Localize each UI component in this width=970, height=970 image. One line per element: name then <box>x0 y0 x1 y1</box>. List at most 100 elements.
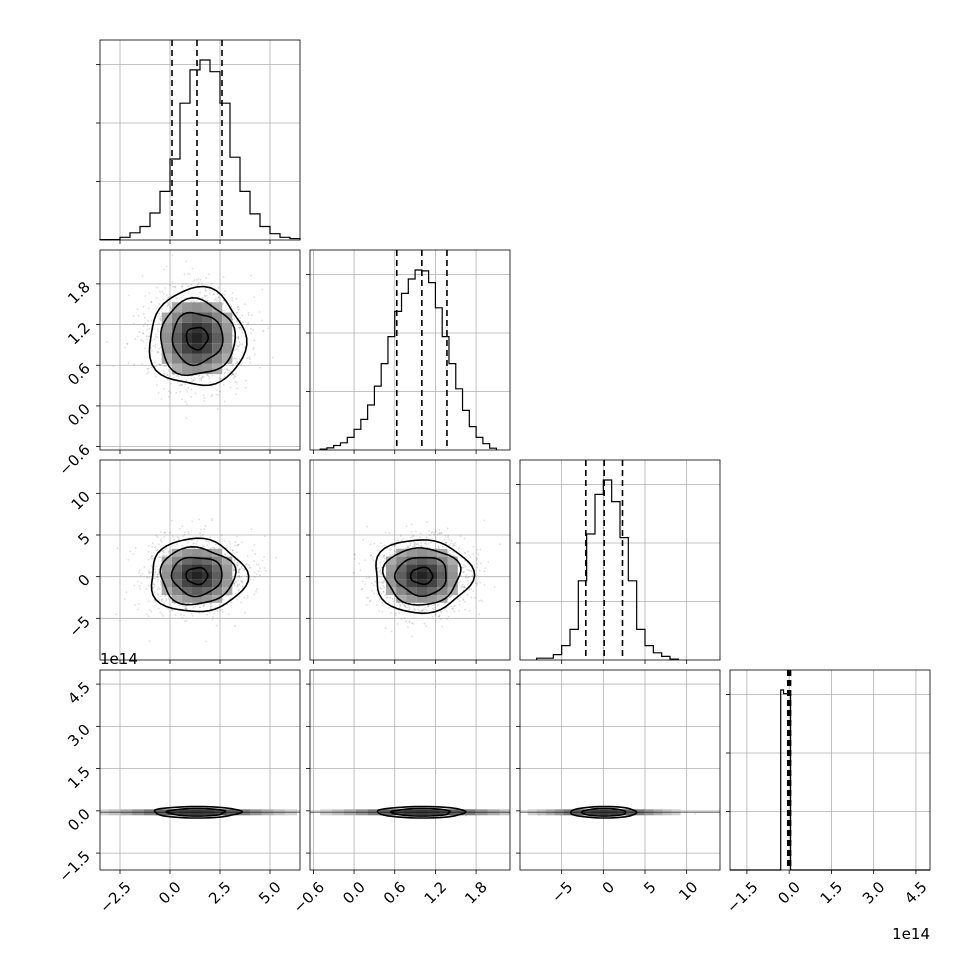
scatter-point <box>251 549 254 552</box>
scatter-point <box>193 279 196 281</box>
scatter-point <box>238 568 241 570</box>
density-cell <box>202 333 213 344</box>
scatter-point <box>157 592 159 595</box>
scatter-point <box>160 540 163 543</box>
scatter-point <box>211 605 214 607</box>
scatter-point <box>156 580 159 583</box>
scatter-point <box>443 538 446 541</box>
scatter-point <box>361 588 364 590</box>
scatter-point <box>414 608 417 611</box>
scatter-point <box>369 554 372 557</box>
scatter-point <box>237 575 240 578</box>
scatter-point <box>162 545 165 547</box>
scatter-point <box>447 534 449 537</box>
scatter-point <box>147 615 150 618</box>
scatter-point <box>197 278 200 280</box>
scatter-point <box>410 531 413 533</box>
scatter-point <box>232 363 235 366</box>
scatter-point <box>452 543 455 545</box>
scatter-point <box>470 569 472 572</box>
scatter-point <box>445 610 448 613</box>
x-tick-label: −5 <box>548 878 576 906</box>
scatter-point <box>235 551 238 554</box>
scatter-point <box>370 582 373 585</box>
density-panel-1-2 <box>309 459 511 661</box>
scatter-point <box>148 609 151 612</box>
scatter-point <box>142 332 145 334</box>
scatter-point <box>240 576 243 578</box>
scatter-point <box>163 602 165 605</box>
scatter-point <box>169 552 172 554</box>
density-cell <box>171 343 182 354</box>
x-tick-label: 0.0 <box>774 878 804 908</box>
scatter-point <box>425 536 428 539</box>
y-tick-label: −1.5 <box>55 847 93 885</box>
scatter-point <box>152 583 155 585</box>
scatter-point <box>163 268 166 271</box>
scatter-point <box>238 569 240 572</box>
scatter-point <box>156 351 159 354</box>
scatter-point <box>157 330 160 333</box>
scatter-point <box>467 583 469 585</box>
scatter-point <box>167 371 170 373</box>
scatter-point <box>462 599 465 601</box>
density-cell <box>222 353 233 364</box>
scatter-point <box>420 545 422 548</box>
scatter-point <box>194 605 197 608</box>
scatter-point <box>175 375 178 377</box>
scatter-point <box>203 528 206 530</box>
density-cell <box>192 312 203 323</box>
density-cell <box>161 579 172 588</box>
density-cell <box>192 572 203 580</box>
scatter-point <box>154 571 157 573</box>
scatter-point <box>206 544 209 546</box>
scatter-point <box>173 285 175 288</box>
scatter-point <box>419 602 422 605</box>
scatter-point <box>154 577 156 579</box>
scatter-point <box>247 311 250 314</box>
scatter-point <box>467 576 469 579</box>
scatter-point <box>211 519 214 522</box>
histogram-1 <box>319 269 498 450</box>
scatter-point <box>200 528 202 531</box>
scatter-point <box>414 545 416 547</box>
scatter-point <box>390 612 392 614</box>
scatter-point <box>412 534 415 537</box>
scatter-point <box>177 376 180 378</box>
scatter-point <box>176 297 178 300</box>
density-panel-0-1 <box>99 249 301 451</box>
scatter-point <box>230 374 232 377</box>
scatter-point <box>158 599 161 601</box>
scatter-point <box>223 400 226 403</box>
scatter-point <box>236 544 239 547</box>
scatter-point <box>239 327 242 329</box>
scatter-point <box>147 371 150 373</box>
scatter-point <box>224 310 226 312</box>
scatter-point <box>138 571 140 574</box>
scatter-point <box>198 612 201 614</box>
scatter-point <box>159 611 162 613</box>
scatter-point <box>202 533 204 536</box>
scatter-point <box>199 532 202 535</box>
scatter-point <box>242 321 245 324</box>
scatter-point <box>236 306 239 308</box>
scatter-point <box>105 341 108 343</box>
scatter-point <box>231 549 234 552</box>
scatter-point <box>249 578 252 581</box>
scatter-point <box>398 606 401 609</box>
scatter-point <box>233 582 236 585</box>
scatter-point <box>353 553 356 556</box>
scatter-point <box>236 583 239 586</box>
scatter-point <box>382 591 385 593</box>
scatter-point <box>156 576 159 579</box>
scatter-point <box>241 581 244 584</box>
scatter-point <box>201 376 204 379</box>
scatter-point <box>243 569 246 571</box>
scatter-point <box>167 550 170 552</box>
scatter-point <box>186 403 189 406</box>
density-cell <box>181 302 192 313</box>
scatter-point <box>216 389 219 392</box>
scatter-point <box>162 298 165 300</box>
scatter-point <box>365 577 368 579</box>
scatter-point <box>133 584 136 587</box>
